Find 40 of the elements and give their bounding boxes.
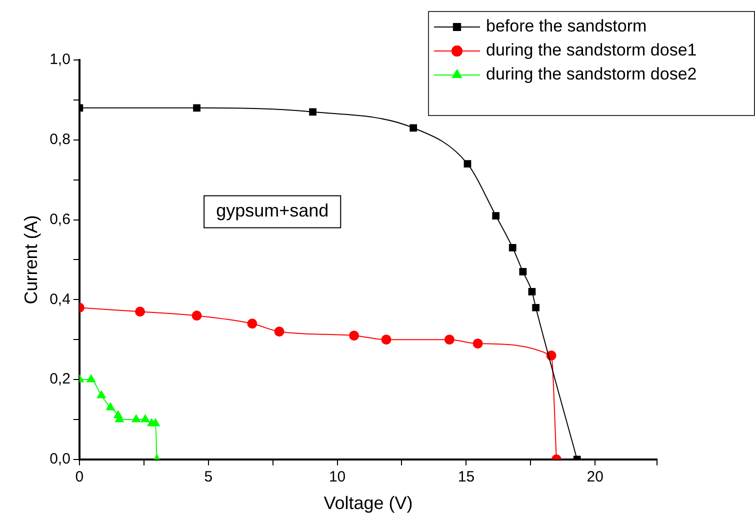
point bbox=[151, 418, 160, 426]
point bbox=[464, 160, 472, 168]
point bbox=[381, 334, 392, 345]
x-tick-label: 0 bbox=[75, 468, 84, 486]
y-tick-label: 0,6 bbox=[50, 210, 70, 228]
y-tick-label: 1,0 bbox=[50, 51, 70, 68]
x-axis-title: Voltage (V) bbox=[324, 493, 413, 514]
legend-label: before the sandstorm bbox=[486, 16, 647, 36]
x-tick-label: 10 bbox=[328, 468, 346, 486]
point bbox=[132, 414, 141, 422]
x-tick-label: 20 bbox=[586, 468, 604, 486]
point bbox=[444, 334, 454, 345]
annotation: gypsum+sand bbox=[216, 200, 329, 221]
point bbox=[140, 414, 150, 422]
x-tick-label: 5 bbox=[204, 468, 213, 486]
x-tick-label: 15 bbox=[458, 468, 475, 486]
point bbox=[349, 330, 360, 341]
point bbox=[96, 390, 106, 398]
y-tick-label: 0,2 bbox=[50, 370, 70, 388]
point bbox=[508, 244, 516, 252]
point bbox=[106, 402, 115, 410]
point bbox=[519, 268, 527, 276]
y-tick-label: 0,0 bbox=[50, 450, 70, 468]
point bbox=[309, 108, 316, 116]
legend-label: during the sandstorm dose1 bbox=[486, 40, 697, 60]
point bbox=[247, 318, 258, 329]
y-tick-label: 0,8 bbox=[50, 131, 70, 148]
point bbox=[135, 306, 146, 317]
point bbox=[193, 104, 200, 112]
point bbox=[532, 304, 540, 312]
point bbox=[492, 212, 500, 220]
point bbox=[528, 288, 536, 296]
y-axis-title: Current (A) bbox=[20, 215, 41, 304]
point bbox=[410, 124, 418, 132]
point bbox=[192, 310, 202, 321]
legend-label: during the sandstorm dose2 bbox=[486, 64, 697, 84]
point bbox=[86, 374, 96, 382]
point bbox=[274, 326, 284, 337]
y-tick-label: 0,4 bbox=[50, 290, 70, 308]
point bbox=[472, 338, 483, 349]
